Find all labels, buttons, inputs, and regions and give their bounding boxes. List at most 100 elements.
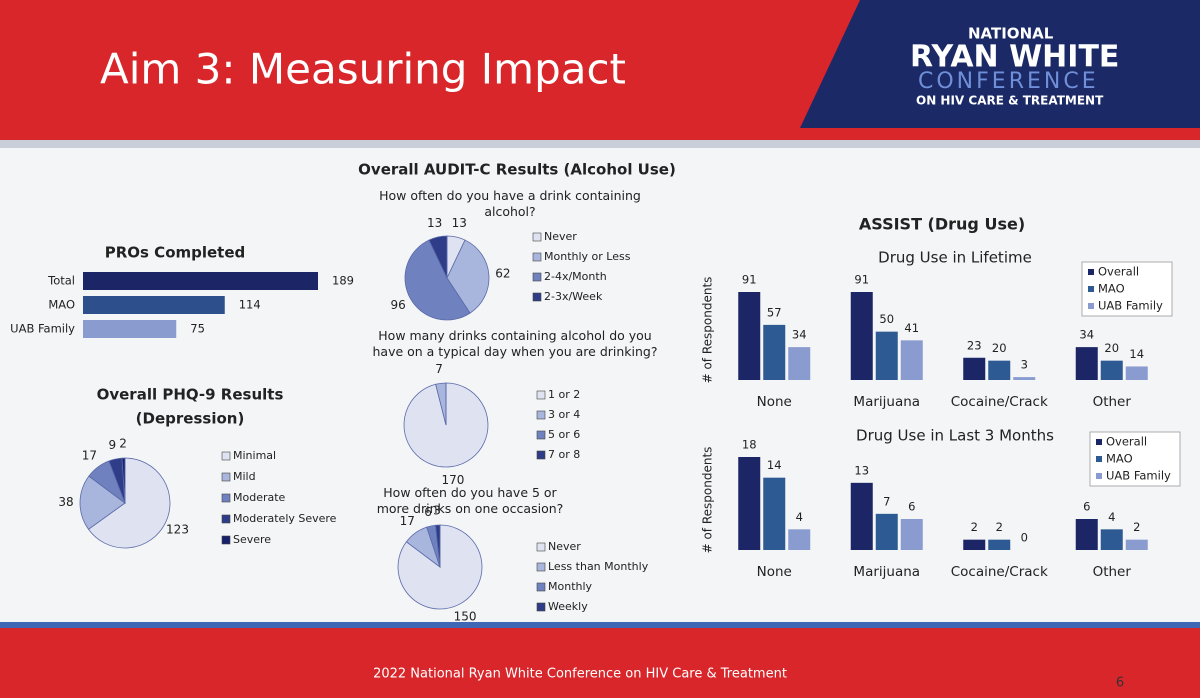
legend-label: Overall xyxy=(1098,265,1139,279)
legend-swatch xyxy=(536,602,546,612)
legend-label: 2-3x/Week xyxy=(544,290,603,303)
chart-title: PROs Completed xyxy=(105,244,246,262)
value-label: 6 xyxy=(908,500,915,514)
bar xyxy=(1013,377,1036,380)
legend-label: 2-4x/Month xyxy=(544,270,607,283)
bar xyxy=(988,360,1011,380)
legend-label: Moderately Severe xyxy=(233,512,337,525)
x-tick-label: Marijuana xyxy=(853,394,920,410)
bar xyxy=(763,324,786,380)
legend-swatch xyxy=(221,535,231,545)
bar xyxy=(1075,347,1098,380)
legend-swatch xyxy=(532,232,542,242)
bar xyxy=(988,539,1011,550)
section-title: ASSIST (Drug Use) xyxy=(859,215,1025,234)
value-label: 0 xyxy=(1021,531,1028,545)
bar xyxy=(1075,519,1098,550)
bar xyxy=(1100,360,1123,380)
question-box: How often do you have a drink containing… xyxy=(379,188,641,219)
legend-label: MAO xyxy=(1098,282,1125,296)
x-tick-label: Cocaine/Crack xyxy=(951,394,1048,410)
bar xyxy=(788,529,811,550)
x-tick-label: None xyxy=(757,394,792,410)
legend-swatch xyxy=(532,272,542,282)
legend-swatch xyxy=(1096,473,1102,479)
value-label: 50 xyxy=(879,312,894,326)
logo-line: RYAN WHITE xyxy=(910,40,1119,75)
value-label: 38 xyxy=(58,495,73,509)
legend-swatch xyxy=(221,451,231,461)
legend-swatch xyxy=(536,582,546,592)
y-axis-label: # of Respondents xyxy=(701,277,715,384)
bar xyxy=(963,357,986,380)
x-tick-label: Other xyxy=(1093,564,1132,580)
value-label: 189 xyxy=(332,274,354,288)
legend-swatch xyxy=(536,390,546,400)
bar xyxy=(763,477,786,550)
legend-label: 3 or 4 xyxy=(548,408,580,421)
chart-subtitle: (Depression) xyxy=(136,410,245,428)
value-label: 96 xyxy=(391,298,406,312)
logo-line: NATIONAL xyxy=(968,25,1054,43)
page-number: 6 xyxy=(1116,676,1124,691)
value-label: 123 xyxy=(166,522,189,536)
value-label: 4 xyxy=(796,510,803,524)
logo-block xyxy=(800,0,1200,128)
legend-label: UAB Family xyxy=(1106,469,1171,483)
legend-swatch xyxy=(536,410,546,420)
category-label: MAO xyxy=(48,298,75,312)
pie-slice xyxy=(446,239,490,314)
bar xyxy=(83,296,225,314)
question: How often do you have 5 or more drinks o… xyxy=(376,485,564,516)
value-label: 13 xyxy=(452,216,467,230)
legend-swatch xyxy=(1088,269,1094,275)
x-tick-label: None xyxy=(757,564,792,580)
chart-title: Drug Use in Last 3 Months xyxy=(856,427,1054,445)
value-label: 75 xyxy=(190,322,205,336)
value-label: 2 xyxy=(996,520,1003,534)
section-title: Overall AUDIT-C Results (Alcohol Use) xyxy=(358,161,676,179)
bar xyxy=(963,539,986,550)
value-label: 41 xyxy=(904,321,919,335)
value-label: 7 xyxy=(883,494,890,508)
value-label: 91 xyxy=(742,273,757,287)
chart-title: Drug Use in Lifetime xyxy=(878,249,1032,267)
question-box: How often do you have 5 or more drinks o… xyxy=(376,485,564,516)
legend-swatch xyxy=(221,472,231,482)
question: How many drinks containing alcohol do yo… xyxy=(372,328,658,359)
value-label: 9 xyxy=(109,438,117,452)
legend-label: Never xyxy=(544,230,577,243)
value-label: 91 xyxy=(854,273,869,287)
bar xyxy=(1125,366,1148,380)
legend-swatch xyxy=(221,514,231,524)
legend-swatch xyxy=(1088,286,1094,292)
legend-label: Never xyxy=(548,540,581,553)
question: How often do you have a drink containing… xyxy=(379,188,641,219)
legend-swatch xyxy=(536,430,546,440)
bar xyxy=(83,320,177,338)
bar xyxy=(738,457,761,550)
value-label: 18 xyxy=(742,438,757,452)
legend-label: Severe xyxy=(233,533,271,546)
bar xyxy=(875,331,898,380)
value-label: 20 xyxy=(992,341,1007,355)
bar xyxy=(83,272,318,290)
value-label: 13 xyxy=(854,463,869,477)
bar xyxy=(738,292,761,380)
value-label: 6 xyxy=(424,505,432,519)
legend-box xyxy=(1089,431,1181,487)
legend-swatch xyxy=(536,542,546,552)
bar xyxy=(900,519,923,550)
value-label: 17 xyxy=(400,514,415,528)
pie-slice xyxy=(79,475,126,530)
value-label: 3 xyxy=(1021,358,1028,372)
value-label: 13 xyxy=(427,216,442,230)
logo-line: CONFERENCE xyxy=(918,69,1099,94)
legend-swatch xyxy=(1096,439,1102,445)
value-label: 20 xyxy=(1104,341,1119,355)
value-label: 3 xyxy=(433,504,441,518)
value-label: 34 xyxy=(1079,328,1094,342)
legend-label: MAO xyxy=(1106,452,1133,466)
value-label: 7 xyxy=(435,362,443,376)
legend-swatch xyxy=(532,292,542,302)
